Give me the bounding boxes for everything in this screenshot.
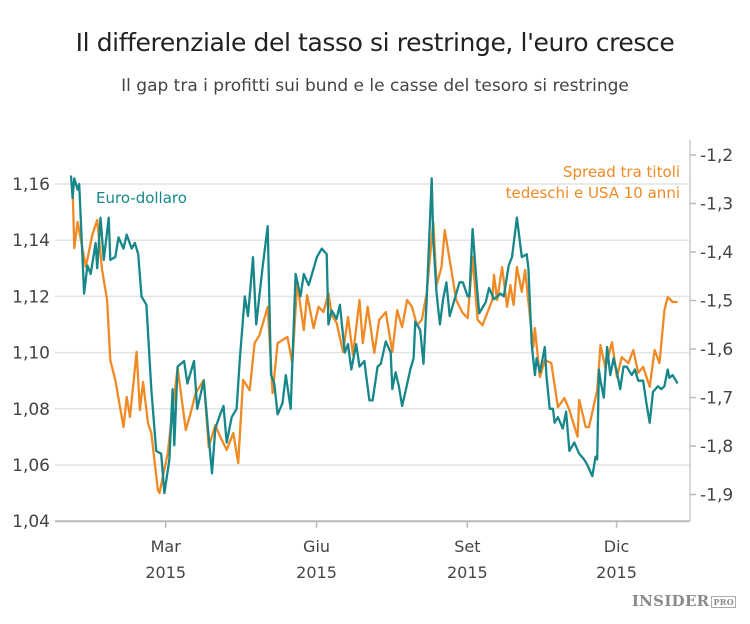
left-tick-label: 1,08 — [12, 400, 50, 420]
spread-line — [71, 186, 678, 495]
chart-subtitle: Il gap tra i profitti sui bund e le cass… — [121, 76, 629, 96]
left-tick-label: 1,10 — [12, 344, 50, 364]
left-tick-label: 1,04 — [12, 512, 50, 532]
right-tick-label: -1,3 — [700, 195, 733, 215]
x-tick-month: Giu — [303, 537, 330, 556]
x-tick-month: Dic — [604, 537, 630, 556]
right-tick-label: -1,2 — [700, 146, 733, 166]
left-tick-label: 1,12 — [12, 287, 50, 307]
x-tick-year: 2015 — [447, 563, 488, 582]
euro-dollar-line — [69, 175, 679, 495]
x-tick-month: Mar — [151, 537, 182, 556]
spread-label: Spread tra titoli — [563, 163, 680, 181]
right-tick-label: -1,5 — [700, 292, 733, 312]
right-tick-label: -1,8 — [700, 437, 733, 457]
left-tick-label: 1,06 — [12, 456, 50, 476]
left-tick-label: 1,16 — [12, 175, 50, 195]
series-labels: Euro-dollaro Spread tra titoli tedeschi e … — [96, 163, 680, 207]
insider-pro-logo: INSIDER PRO — [631, 592, 736, 610]
x-axis: Mar 2015 Giu 2015 Set 2015 Dic 2015 — [145, 521, 637, 582]
right-tick-label: -1,9 — [700, 486, 733, 506]
series-lines — [69, 175, 679, 495]
right-tick-label: -1,6 — [700, 340, 733, 360]
x-tick-year: 2015 — [296, 563, 337, 582]
x-tick-year: 2015 — [596, 563, 637, 582]
right-axis: -1,2 -1,3 -1,4 -1,5 -1,6 -1,7 -1,8 -1,9 — [689, 140, 733, 521]
spread-label: tedeschi e USA 10 anni — [506, 184, 680, 202]
left-tick-label: 1,14 — [12, 231, 50, 251]
right-tick-label: -1,7 — [700, 389, 733, 409]
euro-dollar-label: Euro-dollaro — [96, 189, 187, 207]
x-tick-month: Set — [454, 537, 480, 556]
x-tick-year: 2015 — [145, 563, 186, 582]
left-axis-ticks: 1,04 1,06 1,08 1,10 1,12 1,14 1,16 — [12, 175, 50, 532]
right-tick-label: -1,4 — [700, 243, 733, 263]
gridlines — [55, 183, 690, 523]
chart-title: Il differenziale del tasso si restringe,… — [75, 28, 675, 57]
